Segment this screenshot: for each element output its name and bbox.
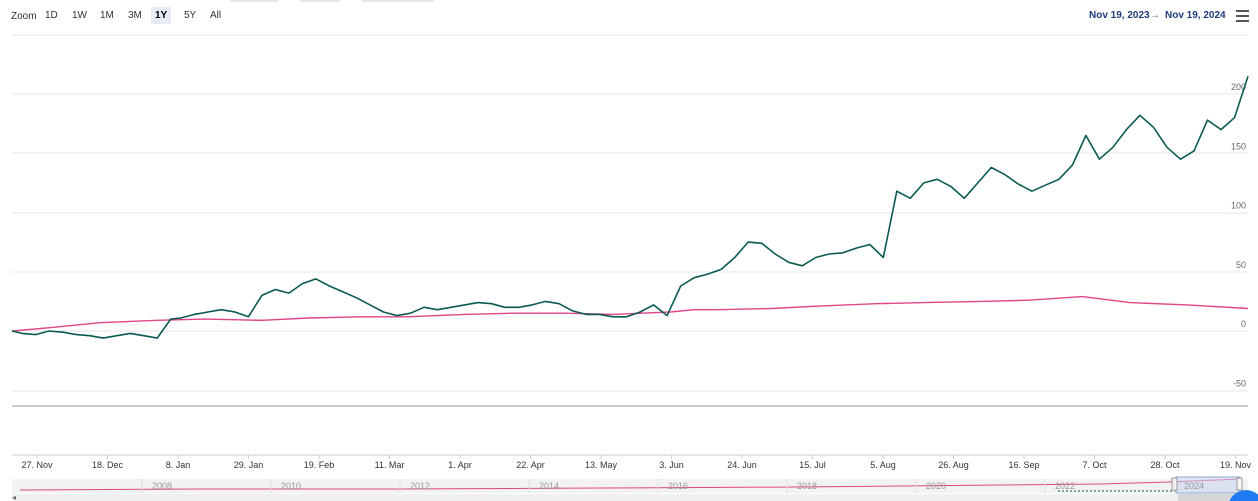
navigator-tick-label: 2008 — [152, 481, 172, 491]
x-tick-label: 5. Aug — [870, 460, 896, 470]
navigator[interactable]: 2008 2010 2012 2014 2016 2018 2020 2022 2024 ◂ — [12, 476, 1258, 501]
zoom-1w-button[interactable]: 1W — [72, 10, 87, 21]
series-layer — [11, 75, 1249, 339]
navigator-scrollbar-track[interactable] — [12, 494, 1248, 501]
range-separator: → — [1150, 10, 1160, 21]
x-tick-label: 24. Jun — [727, 460, 757, 470]
x-tick-label: 19. Nov — [1220, 460, 1252, 470]
x-tick-label: 8. Jan — [166, 460, 191, 470]
y-tick-label: 150 — [1231, 141, 1246, 151]
navigator-tick-label: 2018 — [797, 481, 817, 491]
range-from-input[interactable]: Nov 19, 2023 — [1089, 10, 1150, 21]
y-tick-label: 50 — [1236, 260, 1246, 270]
floating-action-button[interactable] — [1228, 490, 1258, 501]
hamburger-menu-icon[interactable] — [1236, 10, 1249, 22]
x-tick-label: 22. Apr — [516, 460, 545, 470]
scroll-left-arrow-icon[interactable]: ◂ — [12, 493, 16, 501]
y-tick-label: 100 — [1231, 201, 1246, 211]
zoom-3m-button[interactable]: 3M — [128, 10, 142, 21]
x-tick-label: 28. Oct — [1150, 460, 1180, 470]
y-tick-label: -50 — [1233, 378, 1246, 388]
range-selector-toolbar: Zoom 1D 1W 1M 3M 1Y 5Y All Nov 19, 2023 … — [0, 0, 1258, 32]
series-line-primary[interactable] — [11, 75, 1249, 339]
navigator-tick-label: 2020 — [926, 481, 946, 491]
range-to-input[interactable]: Nov 19, 2024 — [1165, 10, 1226, 21]
x-tick-label: 15. Jul — [799, 460, 826, 470]
x-tick-label: 18. Dec — [92, 460, 124, 470]
x-tick-label: 3. Jun — [659, 460, 684, 470]
y-axis-ticks: -50 0 50 100 150 200 — [1231, 82, 1246, 388]
navigator-ticks: 2008 2010 2012 2014 2016 2018 2020 2022 2024 — [141, 479, 1204, 493]
navigator-scrollbar-thumb[interactable] — [1178, 494, 1240, 501]
x-axis-ticks: 27. Nov 18. Dec 8. Jan 29. Jan 19. Feb 11. Ma… — [21, 455, 1252, 470]
x-tick-label: 13. May — [585, 460, 618, 470]
navigator-tick-label: 2016 — [668, 481, 688, 491]
x-tick-label: 16. Sep — [1008, 460, 1039, 470]
navigator-tick-label: 2022 — [1055, 481, 1075, 491]
navigator-tick-label: 2024 — [1184, 481, 1204, 491]
zoom-1y-button[interactable]: 1Y — [151, 7, 172, 24]
x-tick-label: 1. Apr — [448, 460, 472, 470]
navigator-tick-label: 2014 — [539, 481, 559, 491]
zoom-label: Zoom — [11, 11, 37, 22]
x-tick-label: 7. Oct — [1082, 460, 1107, 470]
navigator-right-handle[interactable] — [1236, 477, 1243, 491]
zoom-5y-button[interactable]: 5Y — [184, 10, 197, 21]
x-tick-label: 27. Nov — [21, 460, 53, 470]
x-tick-label: 19. Feb — [304, 460, 335, 470]
y-tick-label: 200 — [1231, 82, 1246, 92]
navigator-tick-label: 2010 — [281, 481, 301, 491]
y-tick-label: 0 — [1241, 319, 1246, 329]
navigator-tick-label: 2012 — [410, 481, 430, 491]
zoom-1d-button[interactable]: 1D — [45, 10, 58, 21]
x-tick-label: 11. Mar — [375, 460, 405, 470]
navigator-series-line — [19, 478, 1241, 491]
series-line-benchmark[interactable] — [11, 295, 1249, 332]
x-tick-label: 26. Aug — [938, 460, 969, 470]
zoom-all-button[interactable]: All — [210, 10, 222, 21]
y-gridlines — [12, 34, 1248, 392]
x-tick-label: 29. Jan — [234, 460, 264, 470]
zoom-1m-button[interactable]: 1M — [100, 10, 114, 21]
